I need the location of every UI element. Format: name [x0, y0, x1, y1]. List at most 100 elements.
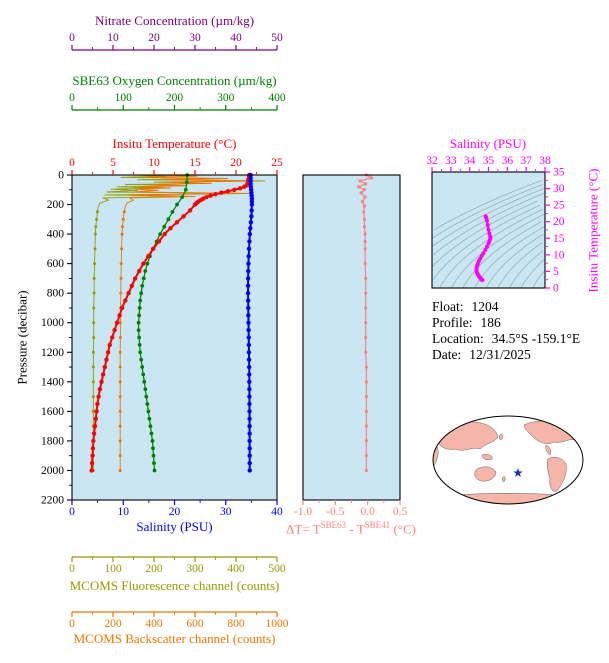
svg-text:400: 400: [227, 563, 245, 575]
profile-number-label: Profile:: [432, 315, 473, 330]
float-location-star: [513, 468, 523, 477]
svg-text:200: 200: [104, 618, 122, 630]
svg-text:2200: 2200: [41, 495, 64, 507]
svg-text:40: 40: [271, 506, 283, 518]
svg-text:1400: 1400: [41, 376, 64, 388]
svg-text:0: 0: [69, 506, 75, 518]
map-australia: [474, 466, 497, 482]
profile-number-row: Profile: 186: [432, 315, 580, 331]
map-outline: [432, 415, 584, 505]
delta-t-label-mid: - T: [346, 521, 365, 537]
svg-text:800: 800: [47, 288, 65, 300]
svg-text:200: 200: [47, 199, 65, 211]
svg-text:200: 200: [166, 92, 184, 104]
svg-text:38: 38: [539, 155, 551, 167]
delta-t-label-sup1: SBE63: [320, 520, 347, 530]
svg-text:5: 5: [553, 266, 559, 278]
svg-text:10: 10: [118, 506, 130, 518]
map-south-america: [546, 457, 567, 492]
map-new-zealand: [502, 476, 506, 483]
ts-temperature-axis-label: Insitu Temperature (°C): [585, 168, 601, 293]
svg-text:20: 20: [553, 216, 565, 228]
svg-text:0.0: 0.0: [360, 506, 375, 518]
svg-text:100: 100: [104, 563, 122, 575]
map-japan: [499, 434, 503, 441]
svg-text:2000: 2000: [41, 465, 64, 477]
location-label: Location:: [432, 331, 484, 346]
map-central-america: [545, 444, 551, 456]
svg-text:600: 600: [186, 618, 204, 630]
delta-t-axis-label: ΔT= TSBE63 - TSBE41 (°C): [266, 518, 436, 536]
svg-text:20: 20: [169, 506, 181, 518]
date-value: 12/31/2025: [469, 347, 531, 362]
svg-text:1800: 1800: [41, 435, 64, 447]
svg-text:20: 20: [148, 32, 160, 44]
date-row: Date: 12/31/2025: [432, 347, 580, 363]
world-map-svg: [432, 415, 584, 505]
svg-text:800: 800: [227, 618, 245, 630]
svg-text:200: 200: [145, 563, 163, 575]
svg-text:40: 40: [230, 32, 242, 44]
svg-text:10: 10: [107, 32, 119, 44]
float-id-label: Float:: [432, 299, 464, 314]
svg-text:500: 500: [268, 563, 286, 575]
svg-text:100: 100: [115, 92, 133, 104]
float-info-block: Float: 1204 Profile: 186 Location: 34.5°S -…: [432, 299, 580, 363]
svg-text:600: 600: [47, 258, 65, 270]
salinity-axis-label: Salinity (PSU): [136, 519, 213, 534]
float-id-row: Float: 1204: [432, 299, 580, 315]
nitrate-axis-label: Nitrate Concentration (µm/kg): [94, 13, 255, 28]
oxygen-axis-label: SBE63 Oxygen Concentration (µm/kg): [72, 73, 277, 88]
svg-text:400: 400: [268, 92, 286, 104]
svg-text:30: 30: [220, 506, 232, 518]
svg-text:300: 300: [217, 92, 235, 104]
svg-text:10: 10: [148, 157, 160, 169]
location-row: Location: 34.5°S -159.1°E: [432, 331, 580, 347]
svg-text:30: 30: [553, 183, 565, 195]
svg-text:25: 25: [553, 200, 565, 212]
svg-text:15: 15: [553, 233, 565, 245]
svg-text:50: 50: [271, 32, 283, 44]
svg-text:1600: 1600: [41, 406, 64, 418]
svg-text:20: 20: [230, 157, 242, 169]
svg-text:1000: 1000: [41, 317, 64, 329]
svg-text:0: 0: [69, 563, 75, 575]
svg-text:35: 35: [553, 167, 565, 179]
float-id-value: 1204: [471, 299, 499, 314]
svg-text:0.5: 0.5: [393, 506, 408, 518]
svg-text:15: 15: [189, 157, 201, 169]
fluorescence-axis-label: MCOMS Fluorescence channel (counts): [69, 578, 280, 593]
svg-text:5: 5: [110, 157, 116, 169]
world-map: [430, 413, 586, 507]
svg-text:300: 300: [186, 563, 204, 575]
svg-text:34: 34: [464, 155, 476, 167]
svg-text:-1.0: -1.0: [294, 506, 312, 518]
svg-text:1000: 1000: [266, 618, 289, 630]
delta-t-label-sup2: SBE41: [364, 520, 391, 530]
svg-text:10: 10: [553, 249, 565, 261]
svg-text:0: 0: [69, 618, 75, 630]
ts-salinity-axis-label: Salinity (PSU): [449, 136, 527, 151]
svg-text:36: 36: [502, 155, 514, 167]
backscatter-axis-label: MCOMS Backscatter channel (counts): [73, 631, 276, 646]
svg-text:0: 0: [69, 32, 75, 44]
map-indonesia: [481, 454, 493, 460]
svg-text:400: 400: [47, 229, 65, 241]
svg-text:25: 25: [271, 157, 283, 169]
delta-t-label-suffix: (°C): [390, 521, 416, 537]
delta-t-label-prefix: ΔT= T: [286, 521, 321, 537]
map-greenland: [555, 417, 568, 424]
svg-text:0: 0: [69, 92, 75, 104]
pressure-axis-label: Pressure (decibar): [14, 290, 30, 385]
svg-text:400: 400: [145, 618, 163, 630]
svg-text:1200: 1200: [41, 347, 64, 359]
svg-text:0: 0: [69, 157, 75, 169]
svg-text:35: 35: [483, 155, 495, 167]
svg-text:30: 30: [189, 32, 201, 44]
profile-number-value: 186: [480, 315, 501, 330]
temperature-axis-label: Insitu Temperature (°C): [112, 136, 237, 151]
svg-text:32: 32: [426, 155, 438, 167]
svg-text:37: 37: [520, 155, 532, 167]
